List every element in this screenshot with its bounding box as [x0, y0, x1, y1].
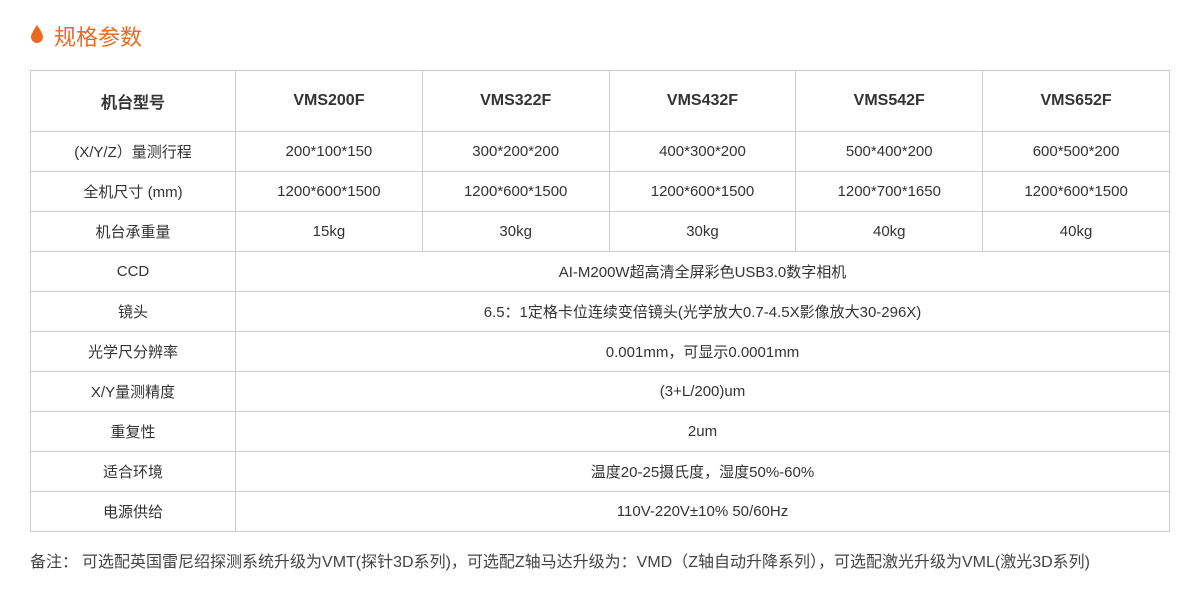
cell-spanned: 0.001mm，可显示0.0001mm — [236, 332, 1170, 372]
row-label: CCD — [31, 252, 236, 292]
table-row: 机台承重量 15kg 30kg 30kg 40kg 40kg — [31, 212, 1170, 252]
table-row: 全机尺寸 (mm) 1200*600*1500 1200*600*1500 12… — [31, 172, 1170, 212]
cell: 200*100*150 — [236, 132, 423, 172]
model-header: VMS652F — [983, 71, 1170, 132]
header-label: 机台型号 — [31, 71, 236, 132]
note-label: 备注： — [30, 548, 78, 578]
row-label: (X/Y/Z）量测行程 — [31, 132, 236, 172]
table-row: (X/Y/Z）量测行程 200*100*150 300*200*200 400*… — [31, 132, 1170, 172]
model-header: VMS200F — [236, 71, 423, 132]
row-label: 镜头 — [31, 292, 236, 332]
cell-spanned: 110V-220V±10% 50/60Hz — [236, 492, 1170, 532]
row-label: 重复性 — [31, 412, 236, 452]
row-label: 适合环境 — [31, 452, 236, 492]
note-block: 备注： 可选配英国雷尼绍探测系统升级为VMT(探针3D系列)，可选配Z轴马达升级… — [30, 548, 1170, 578]
droplet-icon — [30, 25, 44, 48]
cell: 400*300*200 — [609, 132, 796, 172]
cell: 1200*600*1500 — [983, 172, 1170, 212]
cell: 40kg — [796, 212, 983, 252]
row-label: 机台承重量 — [31, 212, 236, 252]
cell: 1200*600*1500 — [236, 172, 423, 212]
row-label: X/Y量测精度 — [31, 372, 236, 412]
cell: 30kg — [422, 212, 609, 252]
cell-spanned: 6.5：1定格卡位连续变倍镜头(光学放大0.7-4.5X影像放大30-296X) — [236, 292, 1170, 332]
table-row: 镜头 6.5：1定格卡位连续变倍镜头(光学放大0.7-4.5X影像放大30-29… — [31, 292, 1170, 332]
cell-spanned: 温度20-25摄氏度，湿度50%-60% — [236, 452, 1170, 492]
table-row: 电源供给 110V-220V±10% 50/60Hz — [31, 492, 1170, 532]
section-title: 规格参数 — [30, 20, 1170, 52]
row-label: 全机尺寸 (mm) — [31, 172, 236, 212]
table-header-row: 机台型号 VMS200F VMS322F VMS432F VMS542F VMS… — [31, 71, 1170, 132]
model-header: VMS432F — [609, 71, 796, 132]
cell-spanned: 2um — [236, 412, 1170, 452]
model-header: VMS322F — [422, 71, 609, 132]
cell: 15kg — [236, 212, 423, 252]
table-row: CCD AI-M200W超高清全屏彩色USB3.0数字相机 — [31, 252, 1170, 292]
cell-spanned: (3+L/200)um — [236, 372, 1170, 412]
table-row: 适合环境 温度20-25摄氏度，湿度50%-60% — [31, 452, 1170, 492]
cell: 1200*600*1500 — [609, 172, 796, 212]
cell: 600*500*200 — [983, 132, 1170, 172]
table-row: X/Y量测精度 (3+L/200)um — [31, 372, 1170, 412]
section-title-text: 规格参数 — [54, 20, 142, 52]
row-label: 电源供给 — [31, 492, 236, 532]
model-header: VMS542F — [796, 71, 983, 132]
cell: 500*400*200 — [796, 132, 983, 172]
cell: 30kg — [609, 212, 796, 252]
row-label: 光学尺分辨率 — [31, 332, 236, 372]
cell: 1200*700*1650 — [796, 172, 983, 212]
cell-spanned: AI-M200W超高清全屏彩色USB3.0数字相机 — [236, 252, 1170, 292]
cell: 1200*600*1500 — [422, 172, 609, 212]
table-row: 光学尺分辨率 0.001mm，可显示0.0001mm — [31, 332, 1170, 372]
cell: 40kg — [983, 212, 1170, 252]
cell: 300*200*200 — [422, 132, 609, 172]
note-text: 可选配英国雷尼绍探测系统升级为VMT(探针3D系列)，可选配Z轴马达升级为：VM… — [82, 548, 1170, 578]
table-row: 重复性 2um — [31, 412, 1170, 452]
spec-table: 机台型号 VMS200F VMS322F VMS432F VMS542F VMS… — [30, 70, 1170, 532]
